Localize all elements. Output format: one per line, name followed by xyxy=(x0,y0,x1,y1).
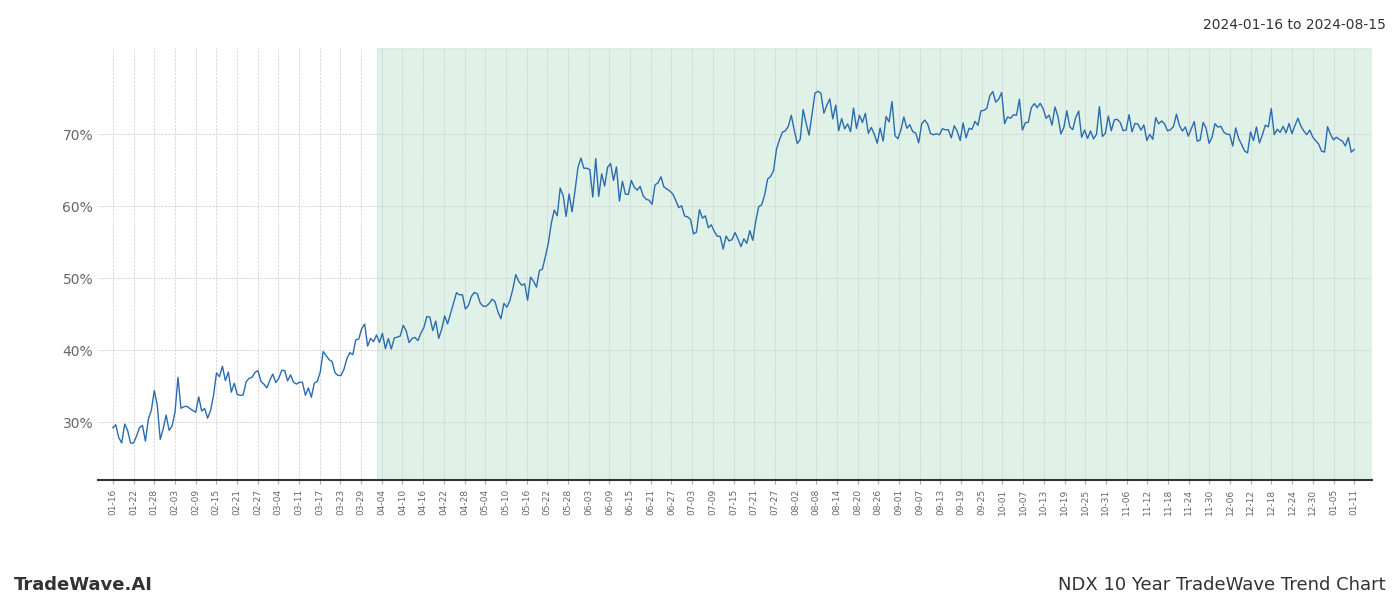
Text: 2024-01-16 to 2024-08-15: 2024-01-16 to 2024-08-15 xyxy=(1203,18,1386,32)
Text: TradeWave.AI: TradeWave.AI xyxy=(14,576,153,594)
Text: NDX 10 Year TradeWave Trend Chart: NDX 10 Year TradeWave Trend Chart xyxy=(1058,576,1386,594)
Bar xyxy=(377,48,1400,480)
